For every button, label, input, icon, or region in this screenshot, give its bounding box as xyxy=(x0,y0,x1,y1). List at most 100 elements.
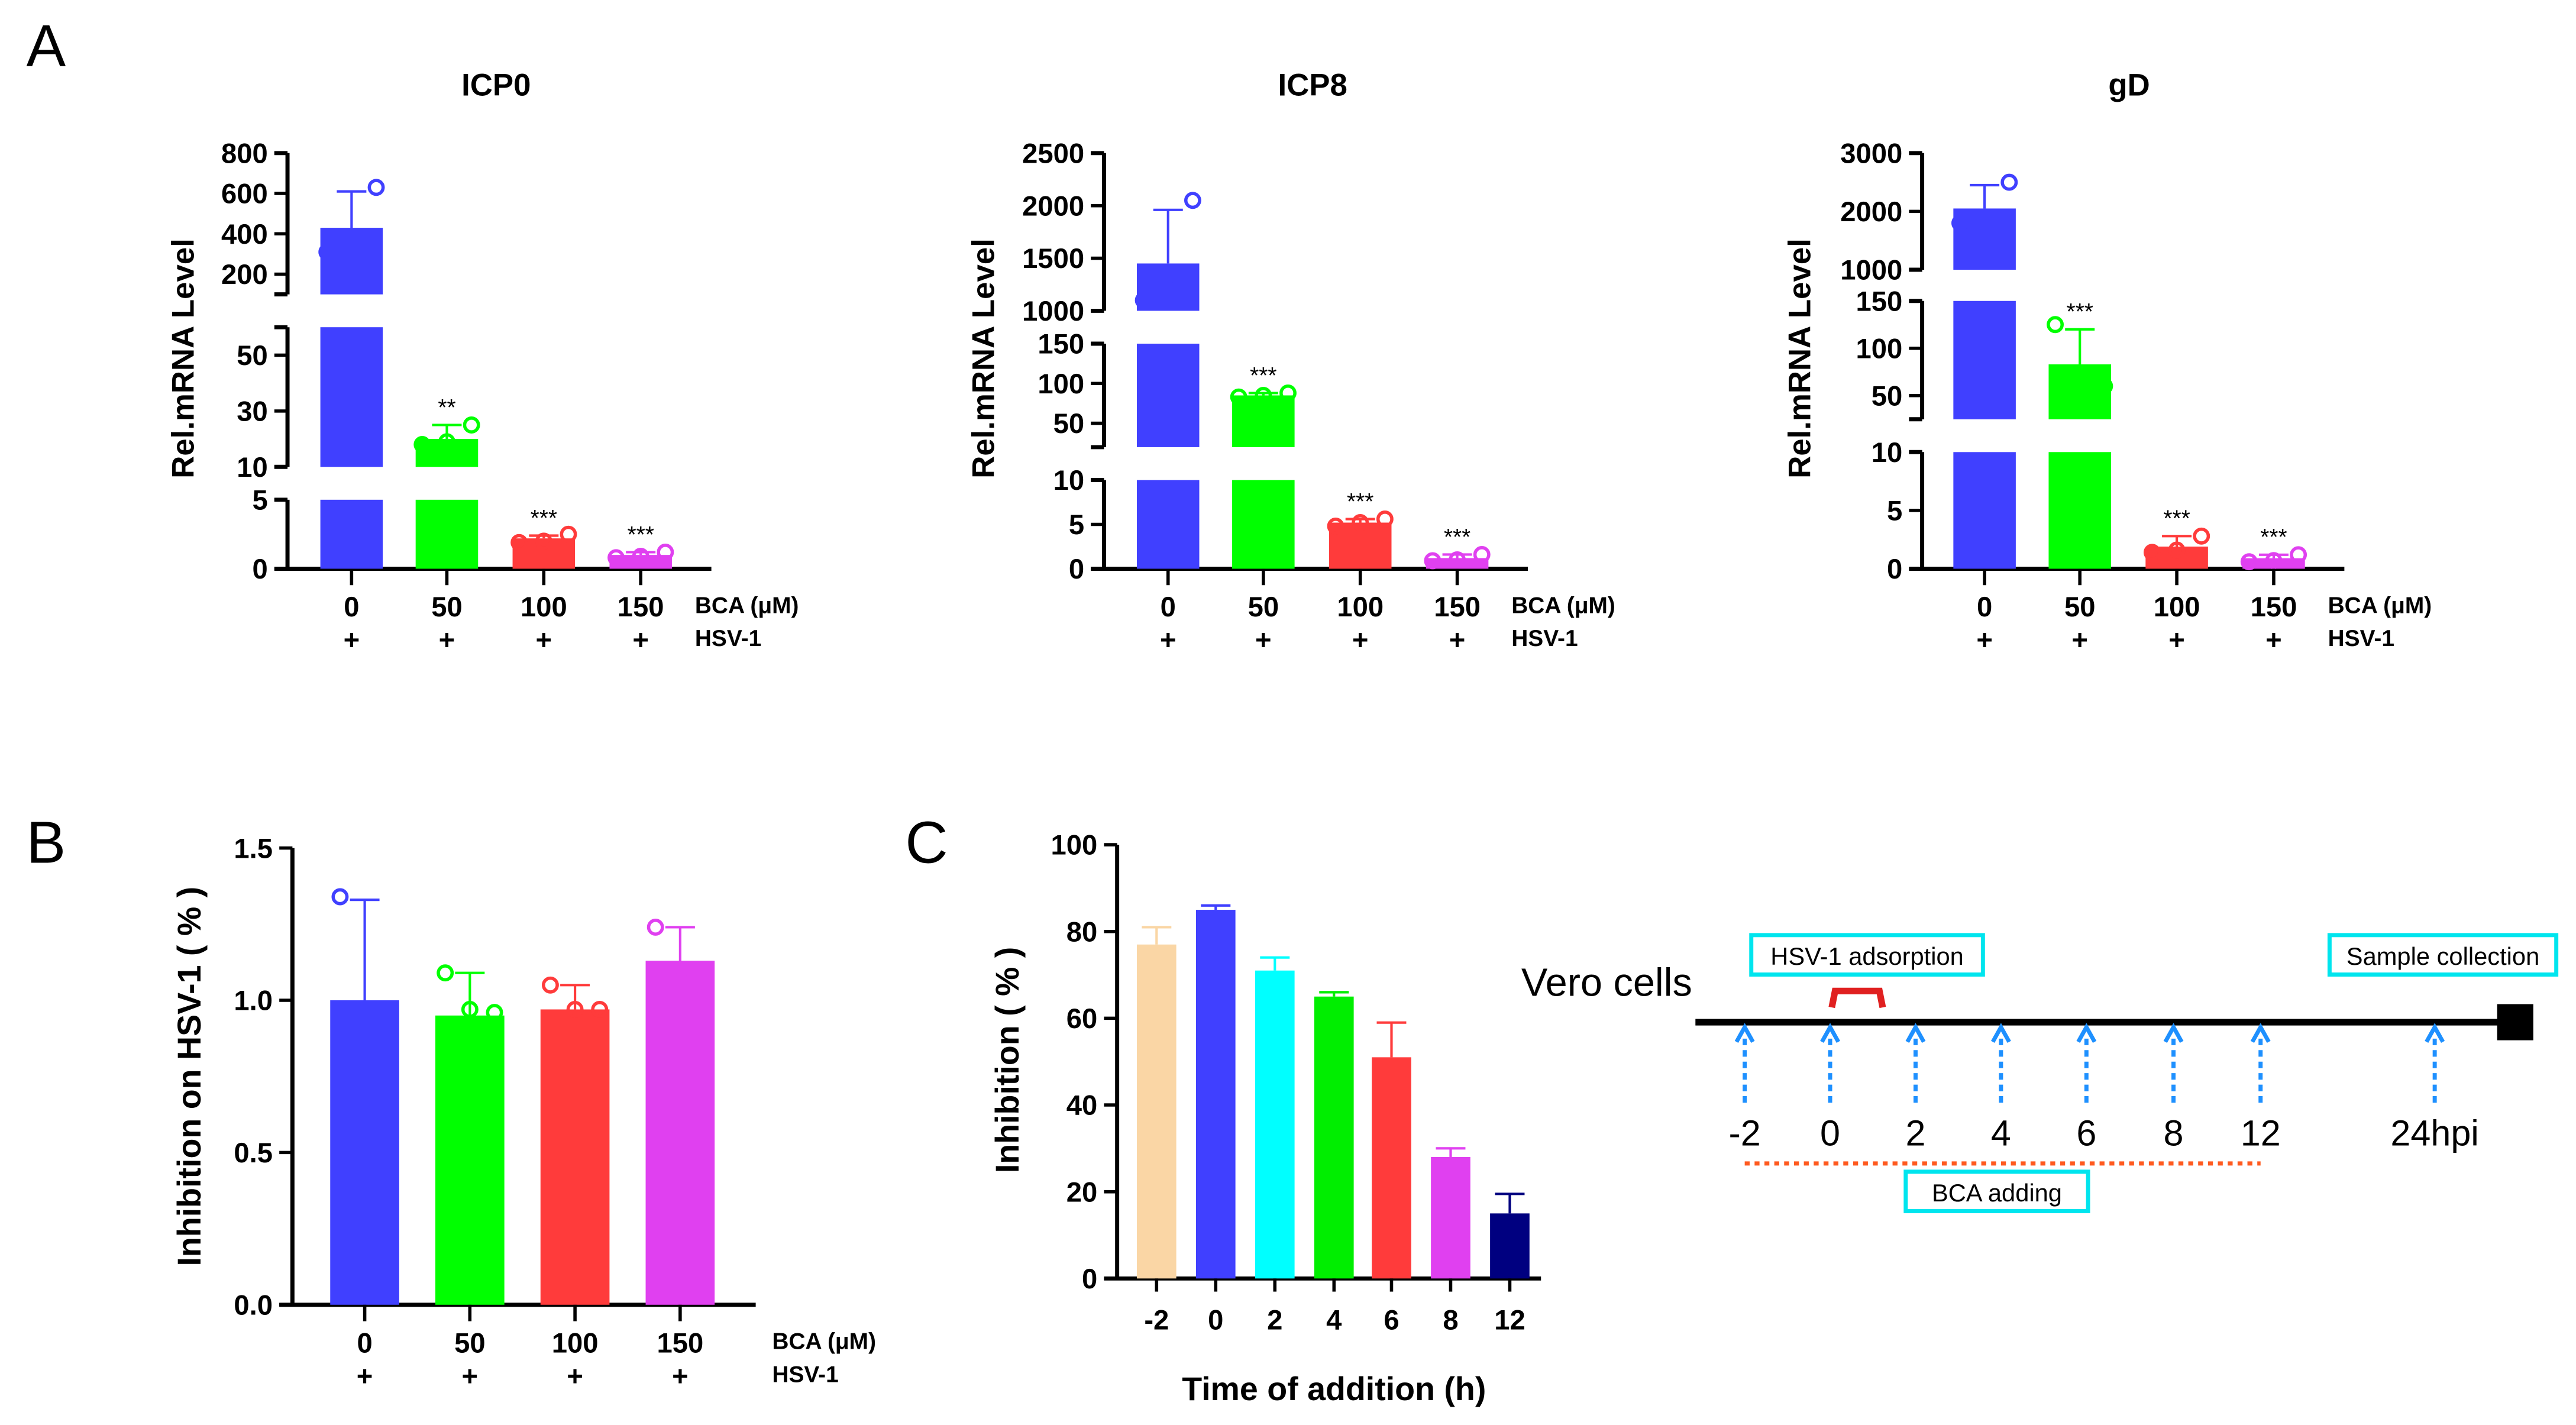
data-point xyxy=(1184,192,1201,209)
time-label: 6 xyxy=(2076,1113,2096,1153)
x-tick-label: 50 xyxy=(2064,592,2096,623)
x-tick-label: 100 xyxy=(521,592,567,623)
x-tick-label: 2 xyxy=(1267,1304,1282,1336)
x-tick-label: 50 xyxy=(454,1327,486,1359)
data-point xyxy=(2168,541,2186,559)
data-point xyxy=(2000,173,2018,191)
x-tick-label: 50 xyxy=(1248,592,1279,623)
significance-label: *** xyxy=(1347,489,1373,515)
hsv-plus-label: + xyxy=(1976,625,1993,656)
hsv-row-label: HSV-1 xyxy=(1511,626,1578,651)
arrow-head-icon xyxy=(2163,1023,2184,1043)
data-point xyxy=(2240,553,2258,571)
data-point xyxy=(486,1004,503,1022)
hsv-row-label: HSV-1 xyxy=(695,626,761,651)
data-point xyxy=(632,548,649,565)
x-tick-label: 150 xyxy=(2251,592,2297,623)
hsv-plus-label: + xyxy=(2071,625,2088,656)
chart-c: Inhibition ( % ) 0 20 40 60 80 100 -2 0 2 4 6 8 12 Tim… xyxy=(989,830,1541,1407)
y-axis-label: Rel.mRNA Level xyxy=(966,238,1001,479)
bar xyxy=(1372,1057,1411,1279)
data-point xyxy=(1976,208,1993,226)
y-axis-label: Rel.mRNA Level xyxy=(1783,238,1818,479)
data-point xyxy=(413,436,431,453)
bar xyxy=(435,1015,505,1305)
data-point xyxy=(566,1001,584,1018)
hsv-plus-label: + xyxy=(1255,625,1272,656)
data-point xyxy=(1159,281,1177,299)
x-tick-label: 8 xyxy=(1443,1304,1458,1336)
y-tick-label: 150 xyxy=(1856,286,1902,317)
y-tick-label: 0 xyxy=(1887,554,1902,585)
data-point xyxy=(560,525,577,543)
data-point xyxy=(367,179,385,196)
y-tick-label: 0.5 xyxy=(234,1138,273,1169)
bar xyxy=(1136,263,1200,311)
y-tick-label: 1.5 xyxy=(234,833,273,864)
data-point xyxy=(2047,316,2064,334)
y-tick-label: 20 xyxy=(1066,1177,1098,1208)
data-point xyxy=(1424,552,1441,570)
data-point xyxy=(510,534,528,551)
x-tick-label: 6 xyxy=(1384,1304,1399,1336)
y-tick-label: 1000 xyxy=(1840,255,1902,286)
y-tick-label: 10 xyxy=(1872,437,1903,468)
bar xyxy=(1195,910,1236,1279)
bar xyxy=(415,499,479,569)
data-point xyxy=(356,1001,374,1018)
hsv-plus-label: + xyxy=(567,1361,583,1392)
x-tick-label: 150 xyxy=(1434,592,1481,623)
hsv-row-label: HSV-1 xyxy=(2328,626,2394,651)
vero-cells-label: Vero cells xyxy=(1521,961,1692,1005)
y-tick-label: 0 xyxy=(1082,1264,1097,1295)
data-point xyxy=(2071,377,2089,395)
adsorption-bracket xyxy=(1828,987,1886,1009)
sample-collection-box-label: Sample collection xyxy=(2346,942,2539,970)
arrow-head-icon xyxy=(1820,1023,1840,1043)
x-tick-label: 150 xyxy=(657,1327,703,1359)
y-tick-label: 80 xyxy=(1066,916,1098,948)
time-label: 0 xyxy=(1820,1113,1840,1153)
timeline-diagram: Vero cells -2 0 2 4 6 8 12 24hpi HSV-1 adsorption… xyxy=(1521,933,2559,1213)
bar xyxy=(540,1009,610,1305)
end-marker xyxy=(2497,1004,2533,1041)
time-label: 8 xyxy=(2164,1113,2184,1153)
bca-row-label: BCA (μM) xyxy=(2328,593,2432,618)
data-point xyxy=(2096,377,2113,395)
data-point xyxy=(2290,546,2307,564)
y-tick-label: 0 xyxy=(1069,554,1084,585)
significance-label: *** xyxy=(531,506,557,531)
y-tick-label: 50 xyxy=(1053,408,1085,440)
bar xyxy=(2048,452,2111,569)
time-label: 12 xyxy=(2241,1113,2281,1153)
time-label: 4 xyxy=(1991,1113,2011,1153)
y-tick-label: 5 xyxy=(1887,496,1902,527)
data-point xyxy=(535,532,552,550)
data-point xyxy=(438,433,455,451)
data-point xyxy=(1327,518,1344,535)
y-tick-label: 5 xyxy=(252,484,267,516)
x-tick-label: 0 xyxy=(357,1327,372,1359)
data-point xyxy=(671,961,689,978)
chart-b: Inhibition on HSV-1 ( % )0.00.51.01.50+5… xyxy=(171,833,876,1392)
arrow-head-icon xyxy=(1990,1023,2011,1043)
y-tick-label: 400 xyxy=(221,219,268,250)
data-point xyxy=(657,544,674,561)
y-tick-label: 10 xyxy=(1053,465,1085,496)
y-tick-label: 2000 xyxy=(1840,196,1902,228)
bar xyxy=(1232,480,1295,569)
y-tick-label: 100 xyxy=(1856,333,1902,364)
arrow-head-icon xyxy=(2250,1023,2271,1043)
data-point xyxy=(607,549,625,567)
x-tick-label: 150 xyxy=(618,592,664,623)
bca-row-label: BCA (μM) xyxy=(695,593,799,618)
bar xyxy=(1426,558,1489,569)
y-tick-label: 1500 xyxy=(1022,243,1084,274)
y-tick-label: 60 xyxy=(1066,1003,1098,1035)
hsv-plus-label: + xyxy=(672,1361,689,1392)
time-label: -2 xyxy=(1728,1113,1760,1153)
data-point xyxy=(380,1083,398,1100)
data-point xyxy=(2143,544,2161,561)
y-tick-label: 2500 xyxy=(1022,138,1084,169)
significance-label: *** xyxy=(627,522,654,548)
